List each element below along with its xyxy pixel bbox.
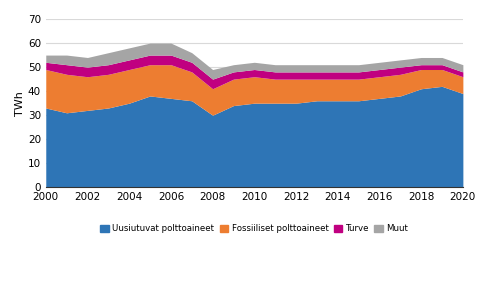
Legend: Uusiutuvat polttoaineet, Fossiiliset polttoaineet, Turve, Muut: Uusiutuvat polttoaineet, Fossiiliset pol… <box>97 221 412 237</box>
Y-axis label: TWh: TWh <box>15 91 25 116</box>
